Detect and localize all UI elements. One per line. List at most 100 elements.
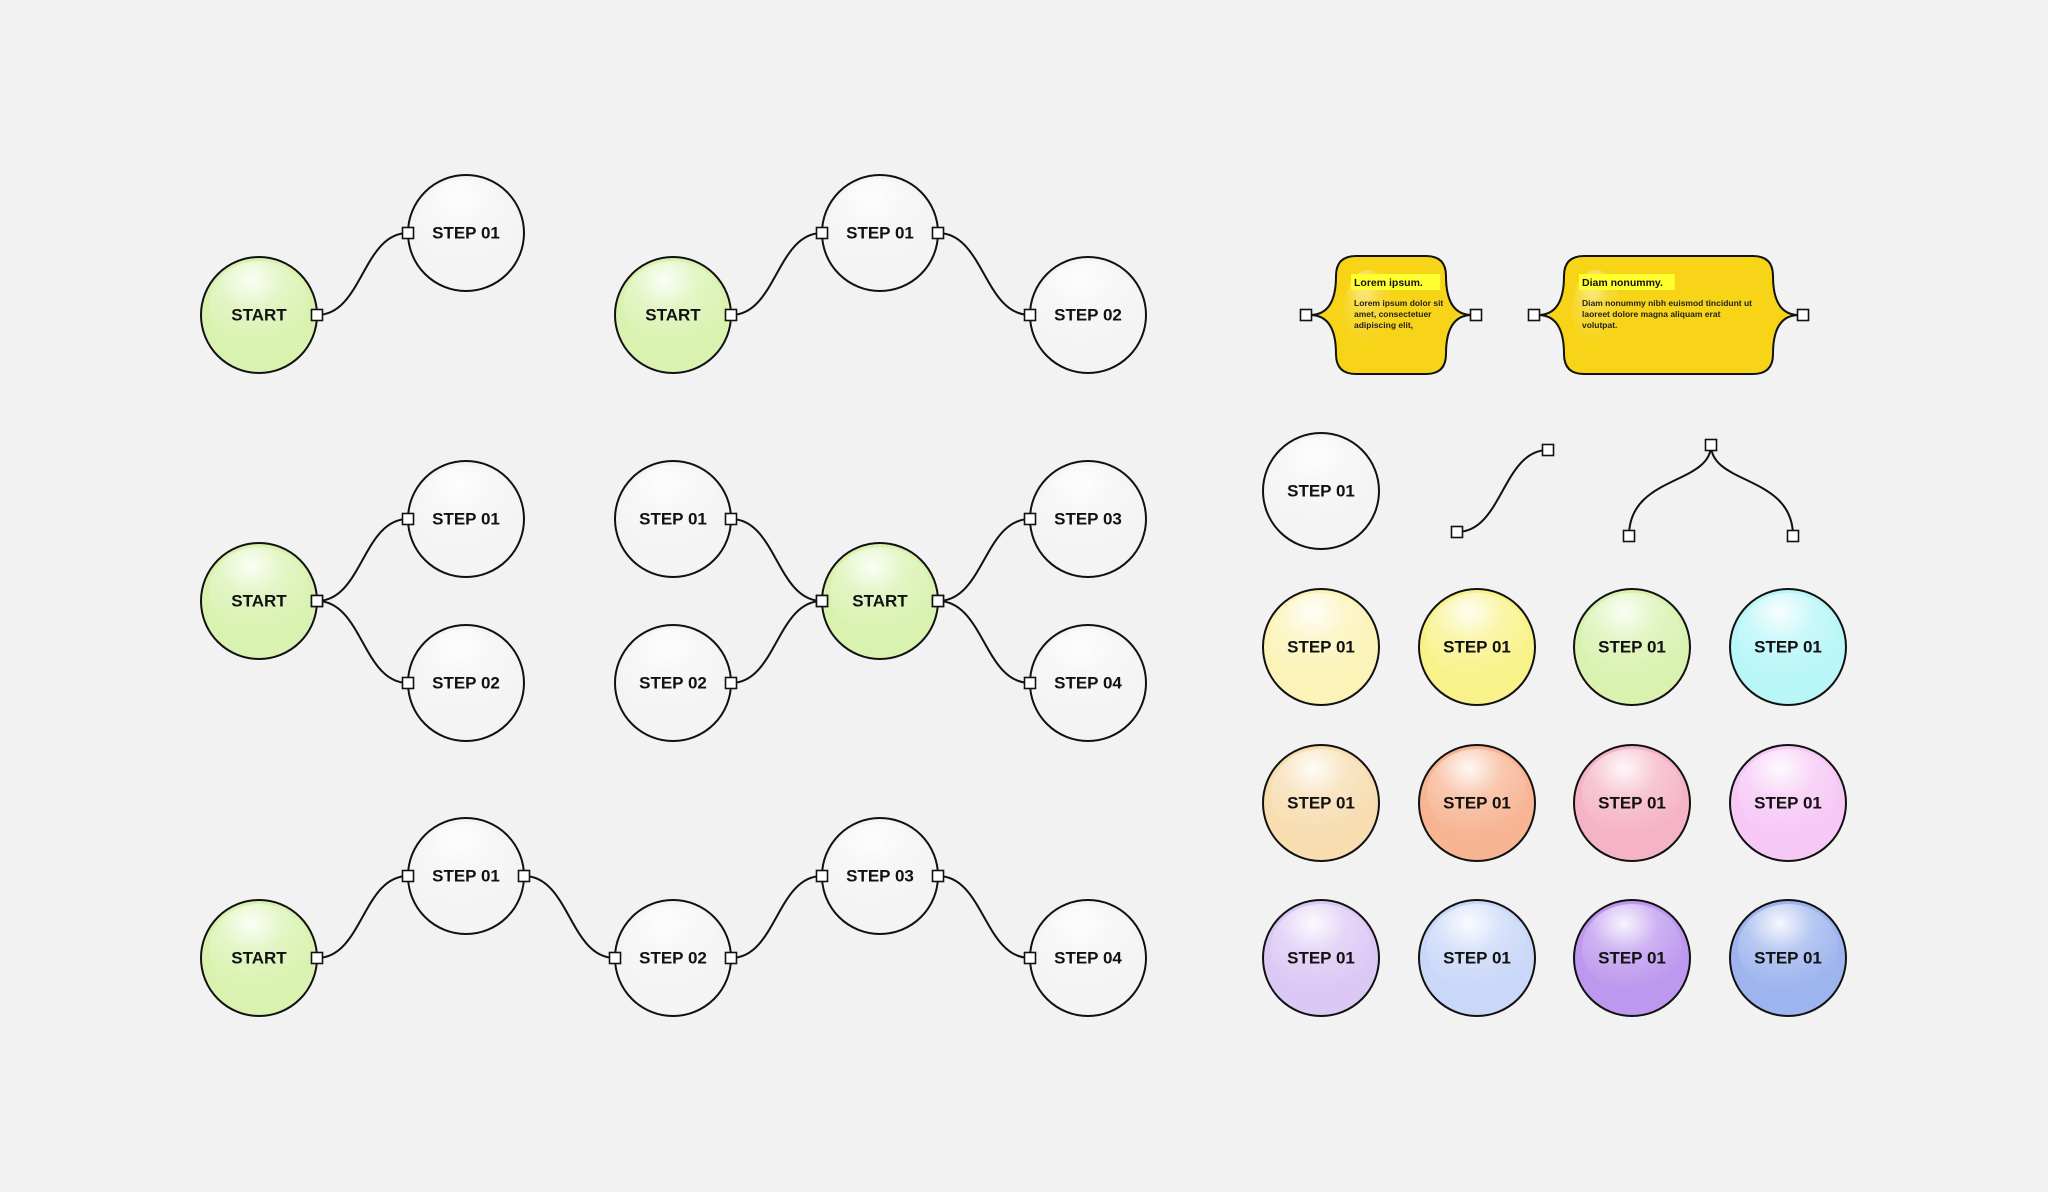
connector-port[interactable] — [1796, 308, 1810, 322]
fork-connector-left — [1628, 444, 1712, 537]
node-label: STEP 01 — [1287, 949, 1355, 968]
node-gloss — [1038, 904, 1138, 992]
start-node[interactable]: START — [821, 542, 939, 660]
step-02-node[interactable]: STEP 02 — [1029, 256, 1147, 374]
step-02-node[interactable]: STEP 02 — [407, 624, 525, 742]
connector-port[interactable] — [815, 226, 829, 240]
swatch-node-9[interactable]: STEP 01 — [1262, 899, 1380, 1017]
connector-port[interactable] — [724, 308, 738, 322]
connector-port[interactable] — [401, 226, 415, 240]
node-gloss — [1738, 904, 1838, 992]
step-01-node[interactable]: STEP 01 — [821, 174, 939, 292]
node-label: STEP 01 — [1443, 794, 1511, 813]
connector-port[interactable] — [1622, 529, 1636, 543]
step-01-node[interactable]: STEP 01 — [614, 460, 732, 578]
connector-port[interactable] — [931, 869, 945, 883]
node-gloss — [209, 904, 309, 992]
connector-port[interactable] — [517, 869, 531, 883]
connector-port[interactable] — [1541, 443, 1555, 457]
connector-port[interactable] — [608, 951, 622, 965]
connector-port[interactable] — [931, 226, 945, 240]
node-label: START — [231, 306, 287, 325]
node-gloss — [1738, 749, 1838, 837]
connector-port[interactable] — [1299, 308, 1313, 322]
swatch-node-6[interactable]: STEP 01 — [1418, 744, 1536, 862]
connector-port[interactable] — [1023, 512, 1037, 526]
nodes-layer: START STEP 01 START STEP 01 STEP 02 START STEP… — [200, 174, 1847, 1017]
step-01-node[interactable]: STEP 01 — [1262, 432, 1380, 550]
node-label: STEP 01 — [1754, 949, 1822, 968]
connector-port[interactable] — [310, 308, 324, 322]
step-03-node[interactable]: STEP 03 — [1029, 460, 1147, 578]
step-02-node[interactable]: STEP 02 — [614, 624, 732, 742]
callout-2[interactable]: Diam nonummy. Diam nonummy nibh euismod t… — [1537, 255, 1800, 375]
node-label: START — [645, 306, 701, 325]
step-04-node[interactable]: STEP 04 — [1029, 624, 1147, 742]
step-03-node[interactable]: STEP 03 — [821, 817, 939, 935]
connector-port[interactable] — [1450, 525, 1464, 539]
connector-port[interactable] — [1527, 308, 1541, 322]
connector-port[interactable] — [1469, 308, 1483, 322]
connector-port[interactable] — [310, 594, 324, 608]
swatch-node-5[interactable]: STEP 01 — [1262, 744, 1380, 862]
connector-curve — [1456, 449, 1549, 533]
connector-port[interactable] — [1023, 951, 1037, 965]
connector-port[interactable] — [401, 512, 415, 526]
step-04-node[interactable]: STEP 04 — [1029, 899, 1147, 1017]
connector-port[interactable] — [401, 676, 415, 690]
swatch-node-4[interactable]: STEP 01 — [1729, 588, 1847, 706]
connector-port[interactable] — [815, 594, 829, 608]
swatch-node-7[interactable]: STEP 01 — [1573, 744, 1691, 862]
start-node[interactable]: START — [200, 899, 318, 1017]
node-gloss — [209, 261, 309, 349]
start-node[interactable]: START — [200, 542, 318, 660]
connector-port[interactable] — [724, 512, 738, 526]
connector-curve — [937, 600, 1031, 684]
connector-curve — [730, 600, 823, 684]
node-label: STEP 01 — [432, 510, 500, 529]
step-01-node[interactable]: STEP 01 — [407, 460, 525, 578]
connector-curve — [937, 875, 1031, 959]
swatch-node-12[interactable]: STEP 01 — [1729, 899, 1847, 1017]
start-node[interactable]: START — [614, 256, 732, 374]
connector-curve — [316, 518, 409, 602]
connector-port[interactable] — [1023, 676, 1037, 690]
node-gloss — [1038, 261, 1138, 349]
swatch-node-3[interactable]: STEP 01 — [1573, 588, 1691, 706]
node-label: STEP 01 — [1443, 949, 1511, 968]
node-label: STEP 01 — [1443, 638, 1511, 657]
node-label: STEP 04 — [1054, 674, 1122, 693]
swatch-node-11[interactable]: STEP 01 — [1573, 899, 1691, 1017]
node-gloss — [1582, 593, 1682, 681]
connector-curve — [730, 518, 823, 602]
swatch-node-10[interactable]: STEP 01 — [1418, 899, 1536, 1017]
node-gloss — [416, 629, 516, 717]
swatch-node-2[interactable]: STEP 01 — [1418, 588, 1536, 706]
connector-port[interactable] — [401, 869, 415, 883]
connector-port[interactable] — [310, 951, 324, 965]
swatch-node-8[interactable]: STEP 01 — [1729, 744, 1847, 862]
node-label: STEP 02 — [1054, 306, 1122, 325]
node-label: STEP 01 — [1598, 794, 1666, 813]
node-label: STEP 01 — [1287, 794, 1355, 813]
connector-port[interactable] — [724, 951, 738, 965]
swatch-node-1[interactable]: STEP 01 — [1262, 588, 1380, 706]
step-02-node[interactable]: STEP 02 — [614, 899, 732, 1017]
connector-port[interactable] — [1023, 308, 1037, 322]
step-01-node[interactable]: STEP 01 — [407, 174, 525, 292]
step-01-node[interactable]: STEP 01 — [407, 817, 525, 935]
callout-body-line: Diam nonummy nibh euismod tincidunt ut — [1582, 298, 1752, 308]
node-gloss — [1271, 749, 1371, 837]
connector-port[interactable] — [815, 869, 829, 883]
node-label: STEP 01 — [1754, 794, 1822, 813]
start-node[interactable]: START — [200, 256, 318, 374]
connector-port[interactable] — [1704, 438, 1718, 452]
connector-port[interactable] — [1786, 529, 1800, 543]
node-gloss — [830, 822, 930, 910]
callout-body-line: volutpat. — [1582, 320, 1617, 330]
connector-port[interactable] — [931, 594, 945, 608]
connector-port[interactable] — [724, 676, 738, 690]
